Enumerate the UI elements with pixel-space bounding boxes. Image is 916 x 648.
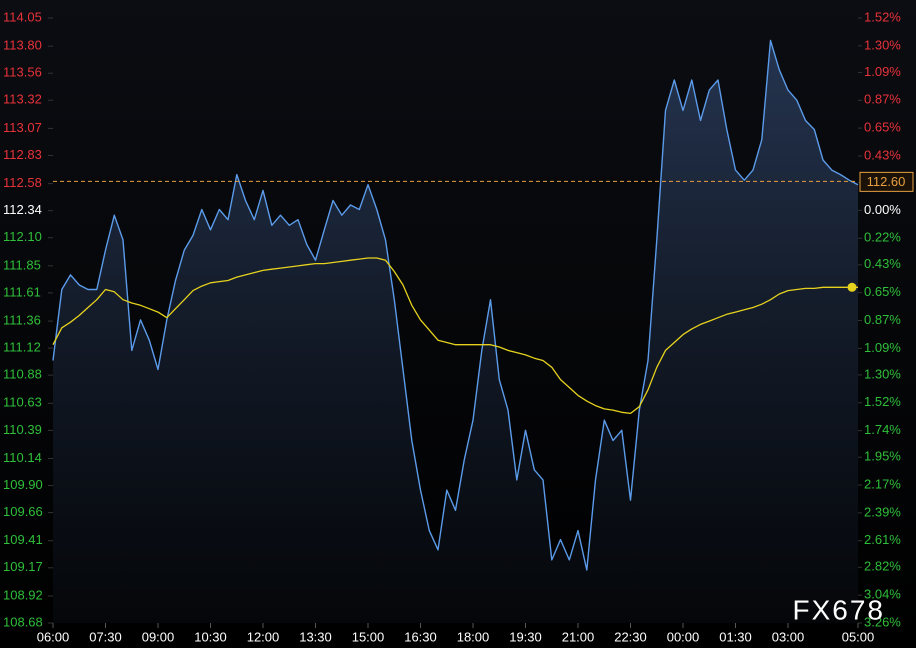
y-tick-label: 112.10 [3,229,42,244]
y-tick-label: 113.56 [3,65,42,80]
y-tick-label: 111.36 [3,313,41,328]
y-tick-label: 109.41 [3,532,43,547]
y-tick-label: 110.63 [3,395,42,410]
x-tick-label: 21:00 [562,629,595,644]
x-tick-label: 03:00 [772,629,805,644]
y2-tick-label: 0.00% [864,202,901,217]
y2-tick-label: 1.30% [864,37,901,52]
y-tick-label: 109.17 [3,559,43,574]
y2-tick-label: 1.95% [864,449,901,464]
y-tick-label: 109.90 [3,477,43,492]
last-price-box [859,171,914,192]
area-fill [53,40,858,623]
x-tick-label: 07:30 [89,629,122,644]
average-end-dot [847,282,857,292]
x-tick-label: 10:30 [194,629,227,644]
x-tick-label: 01:30 [719,629,752,644]
watermark: FX678 [793,594,886,625]
y2-tick-label: 1.09% [864,64,901,79]
y2-tick-label: 0.43% [864,147,901,162]
y2-tick-label: 1.74% [864,422,901,437]
y-tick-label: 111.85 [3,257,41,272]
y2-tick-label: 0.43% [864,256,901,271]
y-tick-label: 108.92 [3,587,43,602]
y2-tick-label: 3.04% [864,587,901,602]
x-tick-label: 18:00 [457,629,490,644]
y2-tick-label: 0.65% [864,284,901,299]
x-tick-label: 15:00 [352,629,385,644]
x-tick-label: 12:00 [247,629,280,644]
x-tick-label: 16:30 [404,629,437,644]
y-tick-label: 111.12 [3,340,41,355]
y-tick-label: 108.68 [3,614,43,629]
last-price-label: 112.60 [867,174,906,189]
y2-tick-label: 1.09% [864,340,901,355]
y-tick-label: 109.66 [3,504,43,519]
y2-tick-label: 2.82% [864,559,901,574]
y2-tick-label: 1.30% [864,366,901,381]
y2-tick-label: 0.87% [864,92,901,107]
y-tick-label: 112.83 [3,147,42,162]
x-tick-label: 06:00 [37,629,70,644]
y-tick-label: 114.05 [3,9,42,24]
y-tick-label: 113.80 [3,38,42,53]
y2-tick-label: 0.87% [864,312,901,327]
average-line [52,257,858,415]
y-tick-label: 112.34 [3,202,42,217]
x-tick-label: 05:00 [842,629,875,644]
y-tick-label: 113.07 [3,120,42,135]
x-tick-label: 00:00 [667,629,700,644]
y2-tick-label: 2.61% [864,532,901,547]
y-tick-label: 112.58 [3,175,42,190]
price-line [52,39,859,571]
y2-tick-label: 3.26% [864,614,901,629]
y-tick-label: 110.39 [3,422,42,437]
y2-tick-label: 2.39% [864,504,901,519]
y-tick-label: 110.14 [3,450,42,465]
x-tick-label: 22:30 [614,629,647,644]
x-tick-label: 19:30 [509,629,542,644]
y2-tick-label: 1.52% [864,9,901,24]
y-tick-label: 110.88 [3,367,42,382]
y2-tick-label: 0.65% [864,120,901,135]
plot: 114.05 113.80 113.56 113.32 113.07 112.83 112.… [3,9,914,644]
x-tick-label: 09:00 [142,629,175,644]
y-tick-label: 113.32 [3,92,42,107]
y2-tick-label: 1.52% [864,394,901,409]
y2-tick-label: 0.22% [864,230,901,245]
x-tick-label: 13:30 [299,629,332,644]
y-tick-label: 111.61 [3,284,41,299]
y2-tick-label: 2.17% [864,476,901,491]
